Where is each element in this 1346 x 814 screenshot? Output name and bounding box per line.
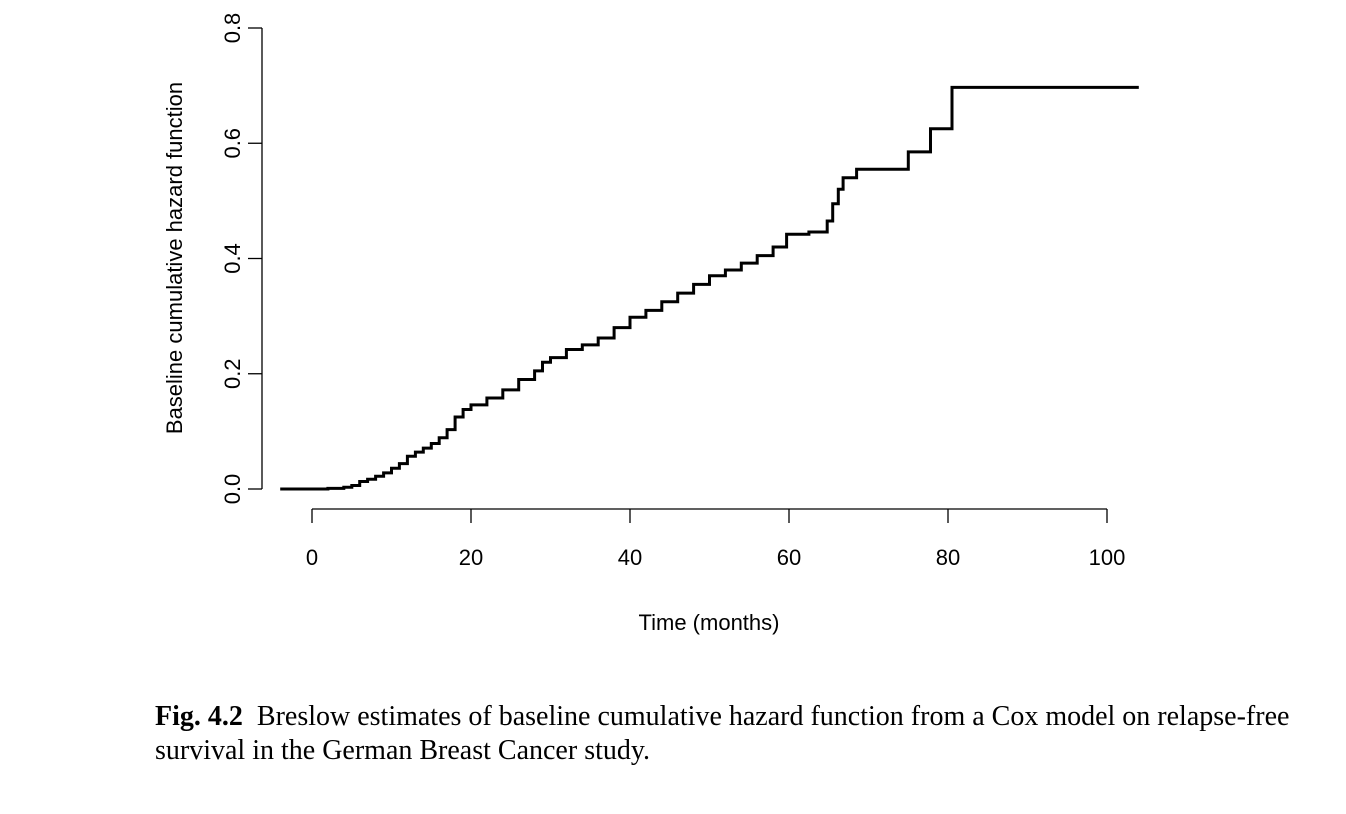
y-axis-label: Baseline cumulative hazard function: [162, 82, 187, 434]
y-axis: 0.0 0.2 0.4 0.6 0.8: [220, 13, 263, 505]
y-tick-label: 0.6: [220, 128, 245, 159]
x-tick-label: 40: [618, 545, 642, 570]
x-tick-label: 100: [1089, 545, 1126, 570]
y-tick-label: 0.0: [220, 474, 245, 505]
x-tick-label: 80: [936, 545, 960, 570]
x-tick-label: 20: [459, 545, 483, 570]
figure-caption: Fig. 4.2 Breslow estimates of baseline cu…: [155, 700, 1335, 768]
chart: 0.0 0.2 0.4 0.6 0.8 0 20 40 60 80 100 Baseline cu…: [162, 13, 1139, 635]
y-tick-label: 0.8: [220, 13, 245, 44]
y-tick-label: 0.2: [220, 358, 245, 389]
x-axis: 0 20 40 60 80 100: [306, 508, 1126, 570]
y-tick-label: 0.4: [220, 243, 245, 274]
x-tick-label: 0: [306, 545, 318, 570]
figure-caption-label: Fig. 4.2: [155, 701, 243, 732]
x-axis-label: Time (months): [639, 610, 780, 635]
x-tick-label: 60: [777, 545, 801, 570]
hazard-step-line: [280, 85, 1139, 491]
figure-caption-text: Breslow estimates of baseline cumulative…: [155, 701, 1290, 766]
plot-area: [280, 85, 1139, 491]
